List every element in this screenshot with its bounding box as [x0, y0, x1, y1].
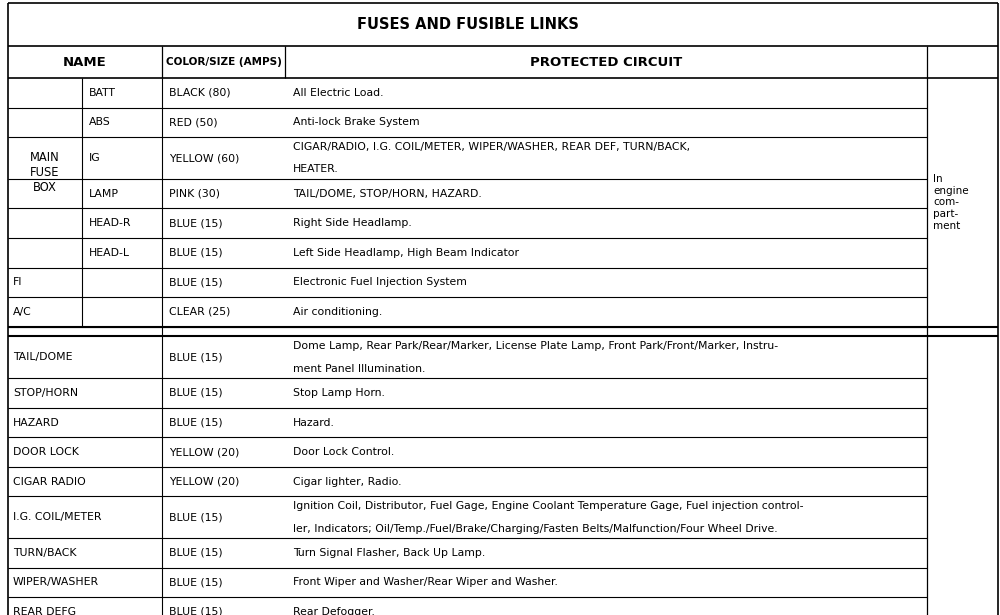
Text: Ignition Coil, Distributor, Fuel Gage, Engine Coolant Temperature Gage, Fuel inj: Ignition Coil, Distributor, Fuel Gage, E… — [293, 501, 804, 511]
Text: Stop Lamp Horn.: Stop Lamp Horn. — [293, 388, 385, 398]
Text: IG: IG — [89, 153, 101, 163]
Text: Right Side Headlamp.: Right Side Headlamp. — [293, 218, 412, 228]
Text: BLUE (15): BLUE (15) — [169, 607, 223, 615]
Text: TAIL/DOME, STOP/HORN, HAZARD.: TAIL/DOME, STOP/HORN, HAZARD. — [293, 189, 482, 199]
Text: HEAD-L: HEAD-L — [89, 248, 130, 258]
Text: Electronic Fuel Injection System: Electronic Fuel Injection System — [293, 277, 467, 287]
Text: PROTECTED CIRCUIT: PROTECTED CIRCUIT — [530, 55, 682, 69]
Text: BATT: BATT — [89, 88, 116, 98]
Text: MAIN
FUSE
BOX: MAIN FUSE BOX — [30, 151, 60, 194]
Text: ABS: ABS — [89, 117, 111, 127]
Text: I.G. COIL/METER: I.G. COIL/METER — [13, 512, 102, 522]
Text: Dome Lamp, Rear Park/Rear/Marker, License Plate Lamp, Front Park/Front/Marker, I: Dome Lamp, Rear Park/Rear/Marker, Licens… — [293, 341, 778, 351]
Text: HEAD-R: HEAD-R — [89, 218, 132, 228]
Text: Turn Signal Flasher, Back Up Lamp.: Turn Signal Flasher, Back Up Lamp. — [293, 548, 485, 558]
Text: In
engine
com-
part-
ment: In engine com- part- ment — [933, 174, 969, 231]
Text: HAZARD: HAZARD — [13, 418, 60, 427]
Text: CLEAR (25): CLEAR (25) — [169, 307, 230, 317]
Text: ler, Indicators; Oil/Temp./Fuel/Brake/Charging/Fasten Belts/Malfunction/Four Whe: ler, Indicators; Oil/Temp./Fuel/Brake/Ch… — [293, 523, 778, 533]
Text: DOOR LOCK: DOOR LOCK — [13, 447, 79, 457]
Text: STOP/HORN: STOP/HORN — [13, 388, 78, 398]
Text: CIGAR RADIO: CIGAR RADIO — [13, 477, 86, 486]
Text: LAMP: LAMP — [89, 189, 119, 199]
Text: Cigar lighter, Radio.: Cigar lighter, Radio. — [293, 477, 402, 486]
Text: BLUE (15): BLUE (15) — [169, 388, 223, 398]
Text: WIPER/WASHER: WIPER/WASHER — [13, 577, 99, 587]
Text: BLUE (15): BLUE (15) — [169, 577, 223, 587]
Text: Anti-lock Brake System: Anti-lock Brake System — [293, 117, 420, 127]
Text: BLUE (15): BLUE (15) — [169, 277, 223, 287]
Text: Hazard.: Hazard. — [293, 418, 335, 427]
Text: BLUE (15): BLUE (15) — [169, 512, 223, 522]
Text: YELLOW (20): YELLOW (20) — [169, 447, 239, 457]
Text: BLUE (15): BLUE (15) — [169, 418, 223, 427]
Text: RED (50): RED (50) — [169, 117, 218, 127]
Text: YELLOW (20): YELLOW (20) — [169, 477, 239, 486]
Text: FI: FI — [13, 277, 22, 287]
Text: CIGAR/RADIO, I.G. COIL/METER, WIPER/WASHER, REAR DEF, TURN/BACK,: CIGAR/RADIO, I.G. COIL/METER, WIPER/WASH… — [293, 142, 690, 152]
Text: BLUE (15): BLUE (15) — [169, 548, 223, 558]
Text: COLOR/SIZE (AMPS): COLOR/SIZE (AMPS) — [166, 57, 281, 67]
Text: ment Panel Illumination.: ment Panel Illumination. — [293, 363, 425, 373]
Text: BLUE (15): BLUE (15) — [169, 218, 223, 228]
Text: BLUE (15): BLUE (15) — [169, 248, 223, 258]
Text: A/C: A/C — [13, 307, 32, 317]
Text: REAR DEFG: REAR DEFG — [13, 607, 76, 615]
Text: Air conditioning.: Air conditioning. — [293, 307, 382, 317]
Text: BLACK (80): BLACK (80) — [169, 88, 231, 98]
Text: HEATER.: HEATER. — [293, 164, 339, 174]
Text: NAME: NAME — [63, 55, 107, 69]
Text: All Electric Load.: All Electric Load. — [293, 88, 384, 98]
Text: Left Side Headlamp, High Beam Indicator: Left Side Headlamp, High Beam Indicator — [293, 248, 519, 258]
Text: Rear Defogger.: Rear Defogger. — [293, 607, 375, 615]
Text: TAIL/DOME: TAIL/DOME — [13, 352, 72, 362]
Text: TURN/BACK: TURN/BACK — [13, 548, 76, 558]
Text: Door Lock Control.: Door Lock Control. — [293, 447, 394, 457]
Text: Front Wiper and Washer/Rear Wiper and Washer.: Front Wiper and Washer/Rear Wiper and Wa… — [293, 577, 558, 587]
Text: BLUE (15): BLUE (15) — [169, 352, 223, 362]
Text: YELLOW (60): YELLOW (60) — [169, 153, 239, 163]
Text: FUSES AND FUSIBLE LINKS: FUSES AND FUSIBLE LINKS — [357, 17, 578, 32]
Text: PINK (30): PINK (30) — [169, 189, 220, 199]
